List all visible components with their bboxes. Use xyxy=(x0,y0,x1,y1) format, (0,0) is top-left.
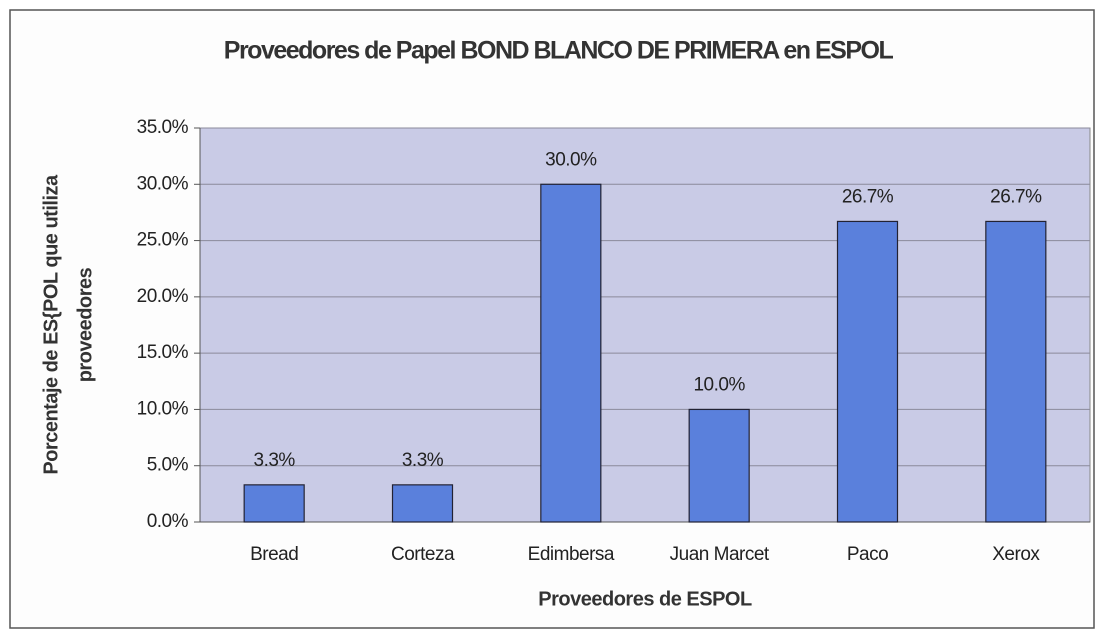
y-tick-label: 35.0% xyxy=(137,117,189,138)
x-axis-label: Proveedores de ESPOL xyxy=(538,588,752,610)
data-label: 3.3% xyxy=(254,450,296,471)
bar xyxy=(836,220,899,523)
data-label: 3.3% xyxy=(402,450,444,471)
x-tick-label: Juan Marcet xyxy=(670,544,770,565)
bar xyxy=(688,408,750,523)
x-tick-label: Corteza xyxy=(391,544,455,565)
bar xyxy=(540,183,602,523)
y-tick-label: 25.0% xyxy=(137,230,189,251)
x-tick-label: Paco xyxy=(847,544,888,565)
bar xyxy=(243,484,305,523)
data-label: 26.7% xyxy=(990,186,1042,207)
y-tick-label: 5.0% xyxy=(147,455,189,476)
chart-title: Proveedores de Papel BOND BLANCO DE PRIM… xyxy=(224,37,894,65)
y-tick-label: 20.0% xyxy=(137,286,189,307)
y-axis-label-line: Porcentaje de ES{POL que utiliza xyxy=(40,174,62,475)
y-tick-label: 15.0% xyxy=(137,342,189,363)
data-label: 30.0% xyxy=(545,149,597,170)
data-label: 26.7% xyxy=(842,186,894,207)
y-tick-label: 0.0% xyxy=(147,511,189,532)
plot-area xyxy=(199,127,1091,523)
x-tick-label: Edimbersa xyxy=(528,544,615,565)
bar xyxy=(391,484,454,523)
y-axis-label-line: proveedores xyxy=(74,267,96,382)
data-label: 10.0% xyxy=(693,374,745,395)
x-tick-label: Bread xyxy=(250,544,298,565)
y-tick-label: 30.0% xyxy=(137,173,189,194)
y-tick-label: 10.0% xyxy=(137,398,189,419)
bar xyxy=(985,220,1047,523)
x-tick-label: Xerox xyxy=(992,544,1040,565)
y-axis-label: Porcentaje de ES{POL que utiliza proveed… xyxy=(40,174,96,475)
